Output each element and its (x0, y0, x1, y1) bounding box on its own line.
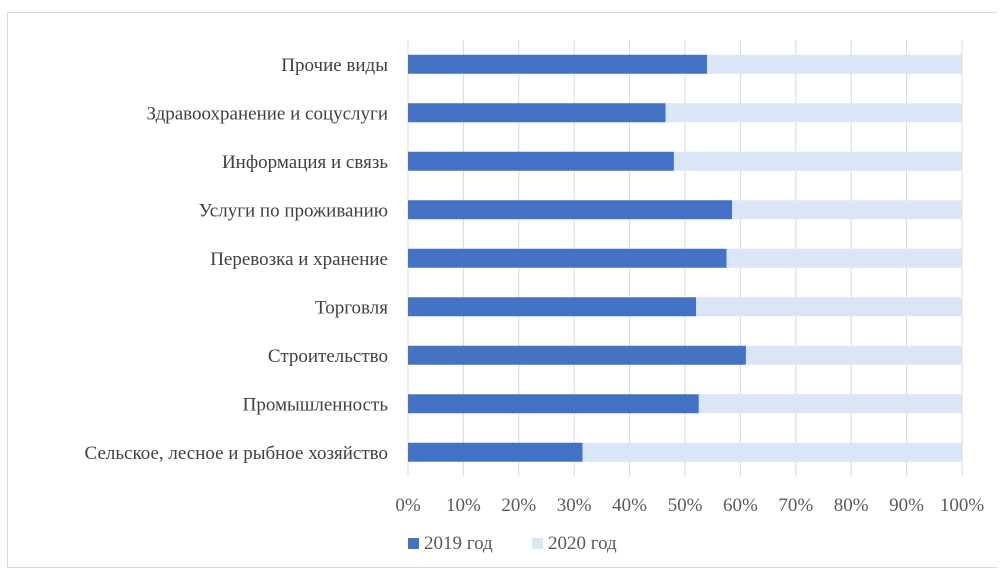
bar-segment (727, 249, 962, 268)
category-label: Промышленность (243, 394, 389, 415)
bar-segment (408, 249, 727, 268)
legend-label: 2020 год (548, 533, 617, 554)
bar-segment (746, 346, 962, 365)
x-tick-label: 90% (889, 495, 924, 516)
legend-swatch (408, 538, 419, 549)
bar-segment (408, 103, 666, 122)
bar-segment (408, 152, 674, 171)
category-label: Услуги по проживанию (199, 200, 388, 221)
bar-segment (732, 200, 962, 219)
x-tick-label: 0% (395, 495, 421, 516)
category-label: Информация и связь (222, 152, 388, 173)
x-tick-label: 100% (940, 495, 985, 516)
bars (408, 55, 962, 462)
bar-segment (583, 443, 962, 462)
bar-segment (408, 55, 707, 74)
x-tick-label: 60% (723, 495, 758, 516)
category-label: Прочие виды (281, 55, 388, 76)
bar-segment (408, 394, 699, 413)
category-label: Торговля (315, 297, 388, 318)
x-tick-label: 80% (834, 495, 869, 516)
category-label: Перевозка и хранение (210, 249, 388, 270)
x-tick-label: 10% (446, 495, 481, 516)
category-label: Здравоохранение и соцуслуги (147, 103, 388, 124)
bar-segment (408, 346, 746, 365)
legend: 2019 год 2020 год (408, 533, 617, 554)
x-tick-labels: 0% 10% 20% 30% 40% 50% 60% 70% 80% 90% 100% (395, 495, 984, 516)
bar-segment (408, 200, 732, 219)
category-labels: Прочие виды Здравоохранение и соцуслуги Ин… (85, 55, 389, 464)
bar-segment (408, 443, 583, 462)
bar-segment (674, 152, 962, 171)
bar-segment (696, 297, 962, 316)
bar-segment (408, 297, 696, 316)
x-tick-label: 20% (501, 495, 536, 516)
x-tick-label: 50% (668, 495, 703, 516)
bar-segment (699, 394, 962, 413)
bar-segment (707, 55, 962, 74)
legend-swatch (532, 538, 543, 549)
x-tick-label: 30% (557, 495, 592, 516)
category-label: Сельское, лесное и рыбное хозяйство (85, 443, 388, 464)
bar-segment (666, 103, 962, 122)
x-tick-label: 70% (778, 495, 813, 516)
legend-label: 2019 год (424, 533, 493, 554)
category-label: Строительство (268, 346, 388, 367)
x-tick-label: 40% (612, 495, 647, 516)
